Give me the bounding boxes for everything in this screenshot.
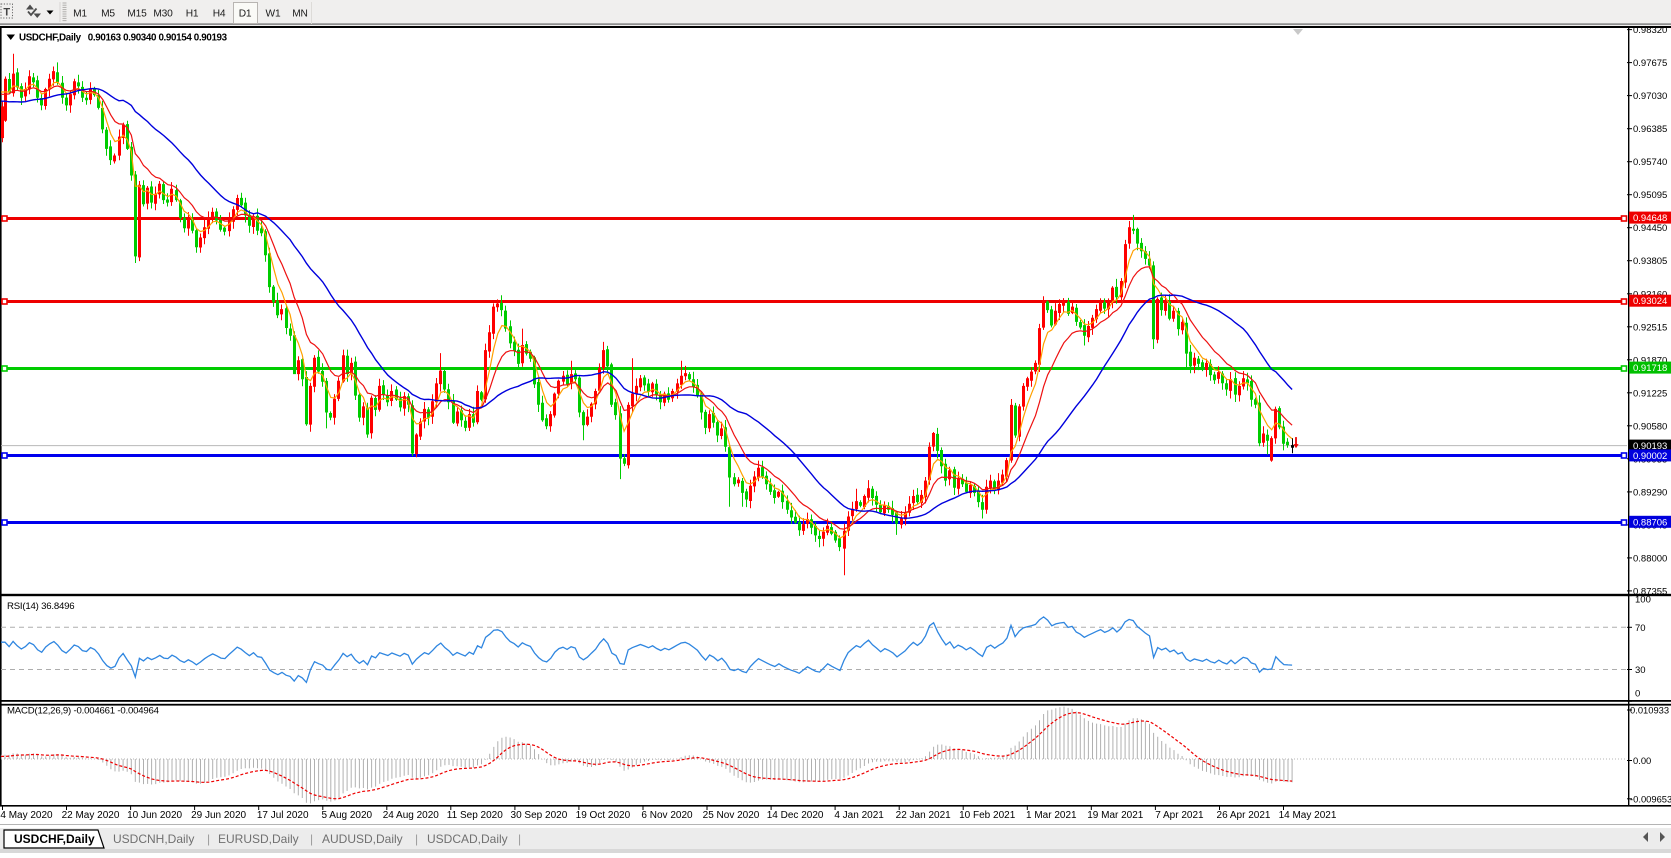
- svg-text:W1: W1: [266, 9, 281, 20]
- svg-text:0.87355: 0.87355: [1633, 586, 1667, 597]
- svg-text:10 Feb 2021: 10 Feb 2021: [959, 810, 1016, 821]
- svg-text:100: 100: [1635, 595, 1651, 606]
- svg-text:USDCHF,Daily 0.90163 0.90340: USDCHF,Daily 0.90163 0.90340 0.90154 0.9…: [19, 33, 228, 44]
- svg-text:22 May 2020: 22 May 2020: [62, 810, 120, 821]
- svg-text:26 Apr 2021: 26 Apr 2021: [1217, 810, 1271, 821]
- svg-text:T: T: [3, 7, 10, 19]
- svg-text:0.95740: 0.95740: [1633, 157, 1667, 168]
- svg-text:25 Nov 2020: 25 Nov 2020: [703, 810, 760, 821]
- svg-text:30: 30: [1635, 665, 1646, 676]
- svg-text:0.96385: 0.96385: [1633, 124, 1667, 135]
- svg-text:AUDUSD,Daily: AUDUSD,Daily: [322, 832, 403, 846]
- svg-text:M1: M1: [73, 9, 87, 20]
- svg-text:USDCAD,Daily: USDCAD,Daily: [427, 832, 508, 846]
- svg-text:19 Oct 2020: 19 Oct 2020: [576, 810, 631, 821]
- svg-text:0.98320: 0.98320: [1633, 25, 1667, 36]
- svg-text:0.88706: 0.88706: [1633, 517, 1667, 528]
- svg-text:M5: M5: [101, 9, 115, 20]
- svg-text:D1: D1: [239, 9, 252, 20]
- svg-text:0.95095: 0.95095: [1633, 190, 1667, 201]
- svg-text:-0.009653: -0.009653: [1630, 793, 1671, 804]
- svg-text:0.00: 0.00: [1633, 755, 1651, 766]
- svg-text:0.93805: 0.93805: [1633, 256, 1667, 267]
- svg-text:24 Aug 2020: 24 Aug 2020: [383, 810, 440, 821]
- svg-text:11 Sep 2020: 11 Sep 2020: [447, 810, 503, 821]
- svg-text:0.90193: 0.90193: [1633, 441, 1667, 452]
- svg-text:EURUSD,Daily: EURUSD,Daily: [218, 832, 299, 846]
- svg-text:4 Jan 2021: 4 Jan 2021: [834, 810, 884, 821]
- svg-text:17 Jul 2020: 17 Jul 2020: [257, 810, 309, 821]
- svg-text:5 Aug 2020: 5 Aug 2020: [321, 810, 372, 821]
- svg-text:M30: M30: [153, 9, 173, 20]
- svg-text:0.010933: 0.010933: [1630, 705, 1669, 716]
- svg-text:10 Jun 2020: 10 Jun 2020: [127, 810, 182, 821]
- svg-text:0.89290: 0.89290: [1633, 487, 1667, 498]
- svg-text:|: |: [415, 832, 418, 846]
- svg-text:USDCHF,Daily: USDCHF,Daily: [14, 832, 95, 846]
- svg-text:H4: H4: [213, 9, 226, 20]
- svg-text:|: |: [518, 832, 521, 846]
- svg-text:14 Dec 2020: 14 Dec 2020: [767, 810, 824, 821]
- svg-text:0.90002: 0.90002: [1633, 451, 1667, 462]
- svg-text:0.91870: 0.91870: [1633, 355, 1667, 366]
- svg-text:|: |: [207, 832, 210, 846]
- svg-text:RSI(14) 36.8496: RSI(14) 36.8496: [7, 601, 74, 612]
- svg-text:0.94450: 0.94450: [1633, 223, 1667, 234]
- svg-text:0.91718: 0.91718: [1633, 363, 1667, 374]
- svg-text:1 Mar 2021: 1 Mar 2021: [1026, 810, 1077, 821]
- svg-text:0.90580: 0.90580: [1633, 421, 1667, 432]
- svg-text:0.93024: 0.93024: [1633, 296, 1667, 307]
- svg-text:29 Jun 2020: 29 Jun 2020: [191, 810, 246, 821]
- svg-text:0.97030: 0.97030: [1633, 91, 1667, 102]
- svg-text:0.92515: 0.92515: [1633, 322, 1667, 333]
- svg-text:H1: H1: [186, 9, 199, 20]
- svg-text:0.88000: 0.88000: [1633, 553, 1667, 564]
- svg-text:19 Mar 2021: 19 Mar 2021: [1087, 810, 1144, 821]
- svg-text:USDCNH,Daily: USDCNH,Daily: [113, 832, 194, 846]
- svg-text:7 Apr 2021: 7 Apr 2021: [1155, 810, 1204, 821]
- svg-text:22 Jan 2021: 22 Jan 2021: [896, 810, 951, 821]
- svg-text:70: 70: [1635, 623, 1646, 634]
- svg-text:M15: M15: [127, 9, 147, 20]
- svg-text:MACD(12,26,9) -0.004661 -0.004: MACD(12,26,9) -0.004661 -0.004964: [7, 706, 160, 717]
- svg-text:0.91225: 0.91225: [1633, 388, 1667, 399]
- svg-text:6 Nov 2020: 6 Nov 2020: [641, 810, 693, 821]
- svg-text:0.94648: 0.94648: [1633, 213, 1667, 224]
- svg-text:|: |: [310, 832, 313, 846]
- svg-text:4 May 2020: 4 May 2020: [0, 810, 53, 821]
- svg-text:0.97675: 0.97675: [1633, 58, 1667, 69]
- svg-text:0: 0: [1635, 689, 1640, 700]
- svg-text:30 Sep 2020: 30 Sep 2020: [511, 810, 568, 821]
- svg-text:MN: MN: [292, 9, 307, 20]
- svg-text:14 May 2021: 14 May 2021: [1279, 810, 1337, 821]
